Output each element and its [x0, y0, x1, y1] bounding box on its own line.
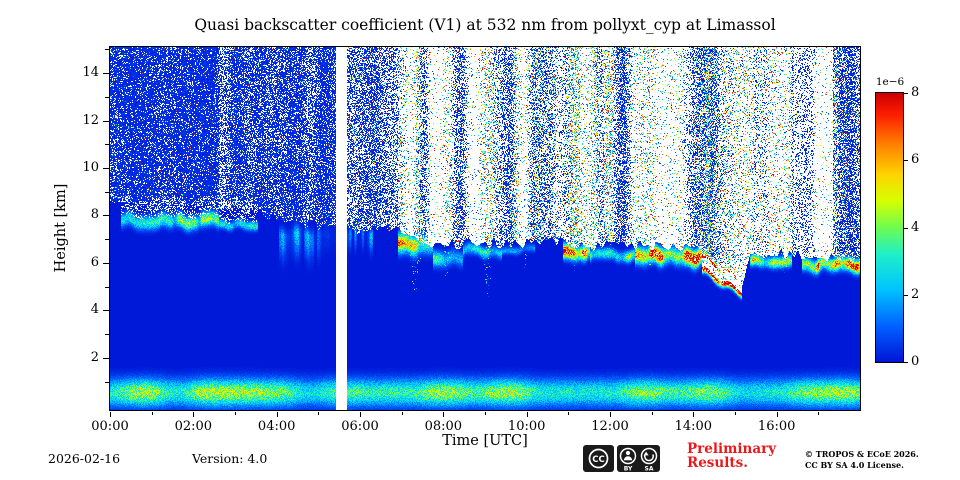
by-icon: BY: [619, 447, 637, 472]
y-tick-mark: [103, 120, 109, 122]
x-tick-mark: [110, 412, 111, 417]
y-tick-label: 4: [90, 302, 99, 318]
x-minor-tick-mark: [651, 412, 653, 415]
x-tick-label: 04:00: [257, 419, 296, 434]
x-minor-tick-mark: [818, 412, 820, 415]
x-tick-mark: [193, 412, 195, 417]
svg-text:CC: CC: [592, 455, 604, 465]
x-tick-mark: [693, 412, 695, 417]
y-tick-label: 12: [82, 112, 99, 128]
heatmap-canvas: [110, 47, 860, 410]
x-tick-label: 10:00: [507, 419, 546, 434]
y-tick-label: 14: [82, 65, 99, 81]
x-tick-mark: [443, 412, 445, 417]
y-minor-tick-mark: [105, 239, 109, 241]
svg-text:SA: SA: [645, 466, 654, 472]
copyright-line2: CC BY SA 4.0 License.: [805, 459, 904, 470]
y-tick-label: 2: [90, 349, 99, 365]
cc-license-badge[interactable]: CC BY SA: [583, 445, 660, 472]
y-axis-label: Height [km]: [53, 183, 69, 273]
y-tick-mark: [103, 262, 109, 264]
y-tick-mark: [103, 215, 109, 217]
colorbar-tick-mark: [904, 362, 908, 363]
x-minor-tick-mark: [485, 412, 486, 415]
x-minor-tick-mark: [401, 412, 403, 415]
y-tick-mark: [103, 357, 109, 359]
colorbar-tick-label: 6: [911, 152, 920, 168]
y-minor-tick-mark: [105, 49, 109, 51]
x-tick-mark: [610, 412, 611, 417]
plot-area: [109, 46, 861, 411]
colorbar-tick-mark: [904, 227, 908, 229]
y-minor-tick-mark: [105, 191, 109, 193]
colorbar-tick-mark: [904, 160, 908, 162]
x-minor-tick-mark: [235, 412, 236, 415]
colorbar-tick-label: 4: [911, 219, 920, 235]
y-minor-tick-mark: [105, 334, 109, 336]
colorbar-tick-label: 0: [911, 354, 920, 369]
x-tick-mark: [276, 412, 278, 417]
x-minor-tick-mark: [318, 412, 320, 415]
x-minor-tick-mark: [151, 412, 153, 415]
x-tick-label: 06:00: [341, 419, 379, 434]
x-tick-mark: [526, 412, 528, 417]
colorbar-tick-label: 8: [911, 85, 920, 100]
x-tick-label: 12:00: [591, 419, 629, 434]
x-tick-mark: [776, 412, 778, 417]
preliminary-results-label: Preliminary Results.: [687, 441, 777, 471]
preliminary-line1: Preliminary: [687, 441, 777, 457]
colorbar-scale-label: 1e−6: [875, 76, 905, 88]
x-minor-tick-mark: [735, 412, 736, 415]
y-tick-label: 10: [82, 160, 99, 175]
x-tick-label: 16:00: [757, 419, 796, 434]
x-tick-label: 00:00: [91, 419, 129, 434]
colorbar-tick-mark: [904, 294, 908, 296]
svg-text:BY: BY: [624, 466, 633, 472]
version-label: Version: 4.0: [192, 451, 268, 466]
preliminary-line2: Results.: [687, 454, 748, 471]
copyright-label: © TROPOS & ECoE 2026. CC BY SA 4.0 Licen…: [805, 449, 919, 470]
y-tick-mark: [103, 310, 109, 312]
copyright-line1: © TROPOS & ECoE 2026.: [805, 449, 919, 459]
cc-icon: CC: [588, 448, 609, 469]
colorbar-gradient: [876, 93, 903, 362]
colorbar: [875, 92, 904, 363]
x-tick-label: 14:00: [674, 419, 713, 434]
y-tick-label: 8: [90, 207, 99, 223]
badge-tile-left: [583, 445, 614, 472]
y-minor-tick-mark: [105, 381, 109, 383]
x-axis-label: Time [UTC]: [442, 433, 528, 449]
colorbar-tick-label: 2: [911, 286, 920, 302]
y-minor-tick-mark: [105, 96, 109, 98]
chart-title: Quasi backscatter coefficient (V1) at 53…: [194, 16, 776, 34]
x-minor-tick-mark: [568, 412, 570, 415]
y-minor-tick-mark: [105, 144, 109, 146]
sa-icon: SA: [640, 447, 658, 472]
y-tick-mark: [103, 73, 109, 75]
y-tick-label: 6: [90, 254, 99, 270]
y-tick-mark: [103, 168, 109, 169]
x-tick-mark: [360, 412, 361, 417]
x-tick-label: 08:00: [424, 419, 463, 434]
measurement-date: 2026-02-16: [48, 451, 121, 466]
y-minor-tick-mark: [105, 286, 109, 288]
colorbar-tick-mark: [904, 93, 908, 94]
x-tick-label: 02:00: [174, 419, 213, 434]
